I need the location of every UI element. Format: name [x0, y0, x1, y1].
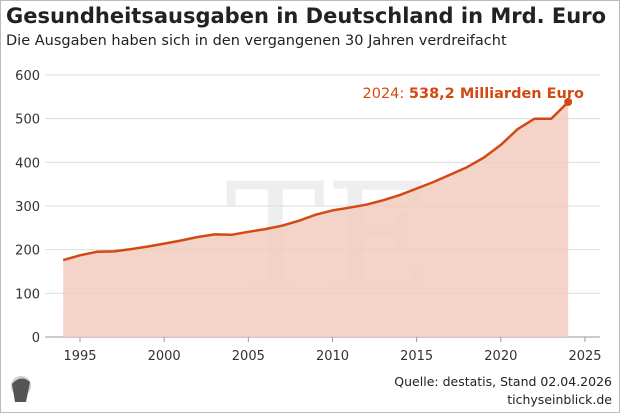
y-tick-label: 400: [15, 156, 40, 171]
annotation-prefix: 2024:: [363, 86, 409, 102]
y-tick-label: 200: [15, 244, 40, 259]
x-tick-label: 2015: [400, 349, 433, 364]
logo: [11, 376, 31, 402]
y-tick-label: 300: [15, 200, 40, 215]
x-tick-label: 2005: [232, 349, 265, 364]
x-tick-label: 2000: [148, 349, 181, 364]
y-tick-label: 600: [15, 69, 40, 84]
y-tick-label: 100: [15, 287, 40, 302]
x-tick-label: 2025: [568, 349, 601, 364]
series-area: [63, 102, 569, 337]
chart-title: Gesundheitsausgaben in Deutschland in Mr…: [6, 4, 606, 28]
x-tick-label: 2020: [484, 349, 517, 364]
y-tick-label: 0: [32, 331, 40, 346]
data-point: [564, 97, 573, 106]
annotation-value: 538,2 Milliarden Euro: [409, 86, 584, 102]
source-note: Quelle: destatis, Stand 02.04.2026: [394, 374, 612, 389]
series-line: [62, 101, 570, 262]
y-tick-label: 500: [15, 113, 40, 128]
x-tick-label: 1995: [63, 349, 96, 364]
annotation: 2024: 538,2 Milliarden Euro: [363, 86, 585, 102]
chart-subtitle: Die Ausgaben haben sich in den vergangen…: [6, 33, 507, 49]
site-name: tichyseinblick.de: [507, 392, 612, 407]
x-tick-label: 2010: [316, 349, 349, 364]
